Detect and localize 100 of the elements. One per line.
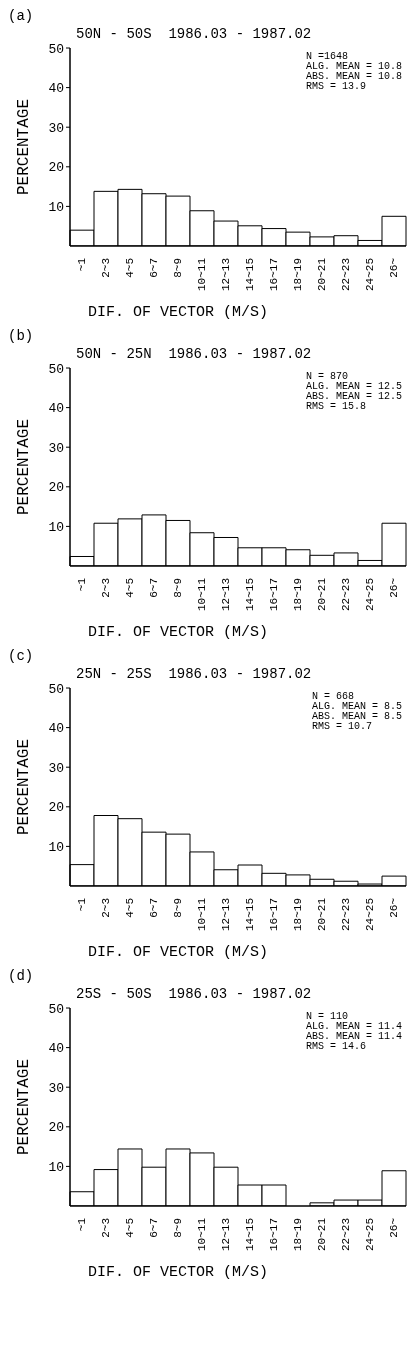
y-tick-label: 30 bbox=[48, 760, 64, 776]
x-tick-label: 4~5 bbox=[124, 898, 136, 918]
x-tick-label: 12~13 bbox=[220, 258, 232, 292]
x-tick-label: 4~5 bbox=[124, 578, 136, 598]
x-tick-label: 20~21 bbox=[316, 897, 328, 932]
x-tick-label: 26~ bbox=[388, 257, 400, 278]
chart-subtitle: 50N - 25N 1986.03 - 1987.02 bbox=[75, 346, 313, 362]
x-tick-label: 20~21 bbox=[316, 577, 328, 612]
annotation: N = 668 bbox=[311, 691, 355, 702]
y-tick-label: 30 bbox=[48, 1080, 64, 1096]
annotation: ALG. MEAN = 12.5 bbox=[305, 381, 402, 392]
x-tick-label: 16~17 bbox=[268, 898, 280, 932]
annotation: ALG. MEAN = 11.4 bbox=[305, 1021, 402, 1032]
x-tick-label: 10~11 bbox=[196, 1217, 208, 1252]
x-tick-label: 10~11 bbox=[196, 577, 208, 612]
y-tick-label: 20 bbox=[48, 800, 64, 816]
x-tick-label: 22~23 bbox=[340, 1218, 352, 1252]
x-tick-label: 2~3 bbox=[100, 1218, 112, 1238]
x-tick-label: 24~25 bbox=[364, 898, 376, 932]
x-tick-label: 2~3 bbox=[100, 578, 112, 598]
y-tick-label: 50 bbox=[48, 361, 64, 377]
chart-title: (a) bbox=[8, 8, 35, 26]
x-tick-label: 4~5 bbox=[124, 258, 136, 278]
x-tick-label: 14~15 bbox=[244, 258, 256, 292]
y-tick-label: 50 bbox=[48, 1001, 64, 1017]
x-tick-label: 8~9 bbox=[172, 1218, 184, 1238]
y-axis-title: PERCENTAGE bbox=[14, 418, 33, 516]
x-tick-label: 18~19 bbox=[292, 898, 304, 932]
x-axis-title: DIF. OF VECTOR (M/S) bbox=[87, 624, 270, 642]
annotation: ABS. MEAN = 10.8 bbox=[305, 71, 402, 82]
y-tick-label: 30 bbox=[48, 440, 64, 456]
x-tick-label: 24~25 bbox=[364, 258, 376, 292]
y-tick-label: 10 bbox=[48, 520, 64, 536]
x-tick-label: ~1 bbox=[76, 897, 88, 912]
chart-title: (b) bbox=[8, 328, 35, 346]
annotation: ABS. MEAN = 8.5 bbox=[311, 711, 402, 722]
x-tick-label: 14~15 bbox=[244, 578, 256, 612]
y-tick-label: 40 bbox=[48, 81, 64, 97]
x-tick-label: 10~11 bbox=[196, 897, 208, 932]
x-tick-label: 20~21 bbox=[316, 257, 328, 292]
y-tick-label: 20 bbox=[48, 1120, 64, 1136]
y-axis-title: PERCENTAGE bbox=[14, 738, 33, 836]
chart-subtitle: 25S - 50S 1986.03 - 1987.02 bbox=[75, 986, 313, 1002]
y-tick-label: 50 bbox=[48, 681, 64, 697]
x-axis-title: DIF. OF VECTOR (M/S) bbox=[87, 304, 270, 322]
x-tick-label: 22~23 bbox=[340, 898, 352, 932]
y-tick-label: 20 bbox=[48, 160, 64, 176]
x-tick-label: 16~17 bbox=[268, 578, 280, 612]
chart-title: (c) bbox=[8, 648, 35, 666]
x-tick-label: 18~19 bbox=[292, 578, 304, 612]
x-tick-label: 26~ bbox=[388, 897, 400, 918]
x-tick-label: 12~13 bbox=[220, 1218, 232, 1252]
chart-title: (d) bbox=[8, 968, 35, 986]
y-axis-title: PERCENTAGE bbox=[14, 1058, 33, 1156]
y-tick-label: 10 bbox=[48, 840, 64, 856]
x-tick-label: 16~17 bbox=[268, 258, 280, 292]
y-tick-label: 20 bbox=[48, 480, 64, 496]
annotation: ALG. MEAN = 8.5 bbox=[311, 701, 402, 712]
annotation: RMS = 10.7 bbox=[311, 721, 373, 732]
y-tick-label: 10 bbox=[48, 200, 64, 216]
y-tick-label: 40 bbox=[48, 1041, 64, 1057]
x-tick-label: 18~19 bbox=[292, 258, 304, 292]
x-tick-label: 2~3 bbox=[100, 258, 112, 278]
x-tick-label: 16~17 bbox=[268, 1218, 280, 1252]
x-tick-label: 12~13 bbox=[220, 898, 232, 932]
x-tick-label: ~1 bbox=[76, 257, 88, 272]
x-tick-label: 22~23 bbox=[340, 258, 352, 292]
x-tick-label: 4~5 bbox=[124, 1218, 136, 1238]
x-tick-label: 8~9 bbox=[172, 578, 184, 598]
x-tick-label: 14~15 bbox=[244, 898, 256, 932]
x-tick-label: 6~7 bbox=[148, 578, 160, 598]
x-tick-label: 2~3 bbox=[100, 898, 112, 918]
x-tick-label: 8~9 bbox=[172, 898, 184, 918]
annotation: N = 110 bbox=[305, 1011, 349, 1022]
x-tick-label: 8~9 bbox=[172, 258, 184, 278]
annotation: ABS. MEAN = 11.4 bbox=[305, 1031, 402, 1042]
annotation: ABS. MEAN = 12.5 bbox=[305, 391, 402, 402]
annotation: RMS = 15.8 bbox=[305, 401, 367, 412]
y-tick-label: 40 bbox=[48, 401, 64, 417]
annotation: N = 870 bbox=[305, 371, 349, 382]
annotation: RMS = 14.6 bbox=[305, 1041, 367, 1052]
x-tick-label: 20~21 bbox=[316, 1217, 328, 1252]
x-tick-label: ~1 bbox=[76, 577, 88, 592]
x-axis-title: DIF. OF VECTOR (M/S) bbox=[87, 944, 270, 962]
x-tick-label: 22~23 bbox=[340, 578, 352, 612]
x-tick-label: 26~ bbox=[388, 577, 400, 598]
x-tick-label: ~1 bbox=[76, 1217, 88, 1232]
chart-subtitle: 50N - 50S 1986.03 - 1987.02 bbox=[75, 26, 313, 42]
x-axis-title: DIF. OF VECTOR (M/S) bbox=[87, 1264, 270, 1282]
y-tick-label: 10 bbox=[48, 1160, 64, 1176]
annotation: N =1648 bbox=[305, 51, 349, 62]
x-tick-label: 18~19 bbox=[292, 1218, 304, 1252]
x-tick-label: 10~11 bbox=[196, 257, 208, 292]
y-tick-label: 50 bbox=[48, 41, 64, 57]
x-tick-label: 26~ bbox=[388, 1217, 400, 1238]
y-axis-title: PERCENTAGE bbox=[14, 98, 33, 196]
x-tick-label: 24~25 bbox=[364, 578, 376, 612]
x-tick-label: 24~25 bbox=[364, 1218, 376, 1252]
y-tick-label: 30 bbox=[48, 120, 64, 136]
annotation: ALG. MEAN = 10.8 bbox=[305, 61, 402, 72]
